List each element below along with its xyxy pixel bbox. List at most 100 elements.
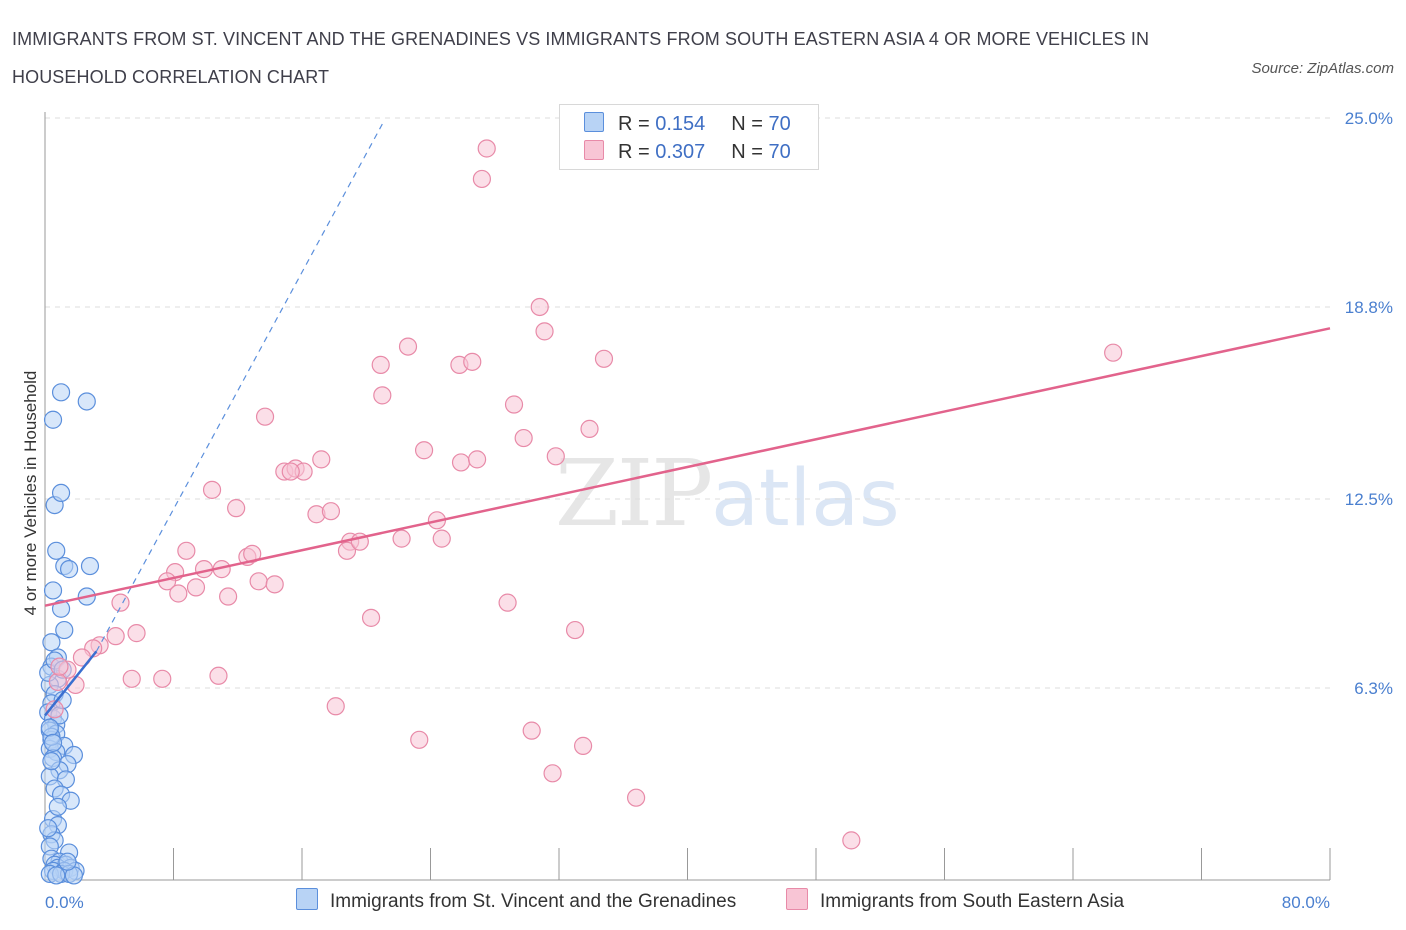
pink-point-24 bbox=[202, 480, 222, 499]
legend: R = 0.154 N = 70 R = 0.307 N = 70 bbox=[559, 104, 819, 170]
pink-point-4 bbox=[398, 337, 418, 356]
pink-point-15 bbox=[414, 441, 434, 460]
legend-n-label: N = bbox=[731, 113, 769, 135]
pink-point-64 bbox=[573, 736, 593, 755]
blue-point-9 bbox=[43, 581, 63, 600]
blue-point-67 bbox=[48, 797, 67, 816]
pink-point-62 bbox=[410, 730, 429, 749]
blue-point-56 bbox=[47, 866, 66, 885]
pink-point-49 bbox=[565, 620, 585, 640]
blue-trend-line bbox=[44, 650, 98, 717]
blue-point-13 bbox=[42, 633, 61, 652]
legend-r-label: R = bbox=[618, 141, 656, 163]
trend-lines bbox=[44, 123, 1331, 717]
pink-point-32 bbox=[337, 541, 357, 560]
legend-row-blue: R = 0.154 N = 70 bbox=[584, 112, 791, 138]
blue-point-11 bbox=[51, 599, 71, 618]
blue-trend-extension bbox=[95, 123, 383, 652]
pink-point-58 bbox=[122, 669, 141, 688]
pink-point-69 bbox=[50, 657, 69, 676]
bottom-legend-label: Immigrants from St. Vincent and the Gren… bbox=[330, 891, 737, 912]
pink-point-25 bbox=[227, 499, 246, 518]
blue-point-63 bbox=[40, 718, 59, 737]
pink-point-1 bbox=[472, 169, 491, 189]
pink-point-8 bbox=[594, 349, 614, 368]
pink-point-0 bbox=[477, 139, 496, 158]
pink-point-17 bbox=[451, 453, 471, 472]
y-tick-labels: 6.3% 12.5% 18.8% 25.0% bbox=[1345, 109, 1393, 698]
watermark-zip: ZIP bbox=[555, 440, 713, 547]
pink-point-9 bbox=[1104, 343, 1123, 362]
pink-point-27 bbox=[321, 502, 341, 521]
pink-point-44 bbox=[249, 572, 268, 591]
blue-point-7 bbox=[59, 560, 79, 579]
pink-point-19 bbox=[312, 450, 331, 469]
blue-point-65 bbox=[58, 852, 77, 871]
blue-point-68 bbox=[42, 752, 61, 771]
pink-point-10 bbox=[373, 386, 392, 405]
bottom-legend-swatch-blue bbox=[296, 888, 318, 910]
pink-point-47 bbox=[498, 593, 517, 612]
pink-point-12 bbox=[255, 407, 275, 426]
legend-r-value: 0.154 bbox=[655, 113, 706, 135]
pink-point-43 bbox=[219, 587, 238, 606]
blue-point-8 bbox=[80, 556, 100, 576]
pink-point-30 bbox=[432, 529, 451, 548]
pink-point-18 bbox=[467, 450, 487, 469]
pink-point-16 bbox=[546, 447, 565, 466]
pink-point-50 bbox=[127, 624, 146, 643]
watermark: ZIPatlas bbox=[555, 440, 900, 547]
bottom-legend-label: Immigrants from South Eastern Asia bbox=[820, 891, 1125, 912]
pink-point-68 bbox=[45, 700, 64, 719]
pink-point-41 bbox=[169, 584, 188, 603]
pink-point-63 bbox=[522, 721, 541, 740]
axes bbox=[44, 112, 1330, 881]
legend-n-value: 70 bbox=[768, 113, 791, 135]
legend-r-value: 0.307 bbox=[655, 141, 706, 163]
legend-swatch-blue bbox=[584, 112, 604, 132]
pink-point-42 bbox=[186, 578, 206, 597]
legend-n-value: 70 bbox=[768, 141, 791, 163]
pink-point-34 bbox=[177, 541, 196, 560]
blue-point-0 bbox=[43, 410, 63, 429]
blue-point-2 bbox=[77, 392, 96, 411]
pink-point-36 bbox=[243, 544, 262, 563]
series-st-vincent bbox=[39, 383, 100, 885]
pink-point-65 bbox=[543, 764, 562, 783]
pink-point-23 bbox=[281, 462, 300, 481]
bottom-legend-item-se-asia: Immigrants from South Eastern Asia bbox=[786, 888, 1124, 913]
pink-point-56 bbox=[48, 672, 67, 691]
blue-point-12 bbox=[55, 620, 74, 640]
pink-point-51 bbox=[106, 627, 125, 646]
pink-point-11 bbox=[504, 395, 524, 414]
legend-r-label: R = bbox=[618, 113, 656, 135]
pink-point-13 bbox=[580, 419, 599, 438]
pink-point-29 bbox=[392, 529, 411, 548]
blue-point-1 bbox=[51, 383, 71, 402]
bottom-legend-item-st-vincent: Immigrants from St. Vincent and the Gren… bbox=[296, 888, 736, 913]
x-tick-label-0: 0.0% bbox=[45, 893, 84, 912]
blue-point-66 bbox=[39, 819, 58, 838]
blue-point-64 bbox=[43, 733, 63, 752]
pink-point-5 bbox=[371, 355, 390, 374]
legend-swatch-pink bbox=[584, 140, 604, 160]
blue-point-5 bbox=[47, 541, 66, 560]
pink-trend-line bbox=[44, 327, 1331, 607]
legend-row-pink: R = 0.307 N = 70 bbox=[584, 140, 791, 166]
pink-point-60 bbox=[209, 666, 228, 685]
pink-point-67 bbox=[842, 831, 861, 850]
pink-point-59 bbox=[153, 669, 172, 688]
pink-point-7 bbox=[463, 352, 482, 371]
source-label: Source: ZipAtlas.com bbox=[1251, 60, 1394, 77]
pink-point-45 bbox=[265, 575, 284, 594]
pink-point-2 bbox=[530, 297, 549, 317]
blue-point-4 bbox=[51, 483, 71, 503]
x-tick-label-1: 80.0% bbox=[1282, 893, 1330, 912]
bottom-legend-swatch-pink bbox=[786, 888, 808, 910]
pink-point-66 bbox=[626, 788, 646, 807]
legend-n-label: N = bbox=[731, 141, 769, 163]
series-south-eastern-asia bbox=[45, 139, 1123, 850]
grid-lines bbox=[45, 117, 1330, 689]
y-tick-label-1: 12.5% bbox=[1345, 490, 1393, 509]
